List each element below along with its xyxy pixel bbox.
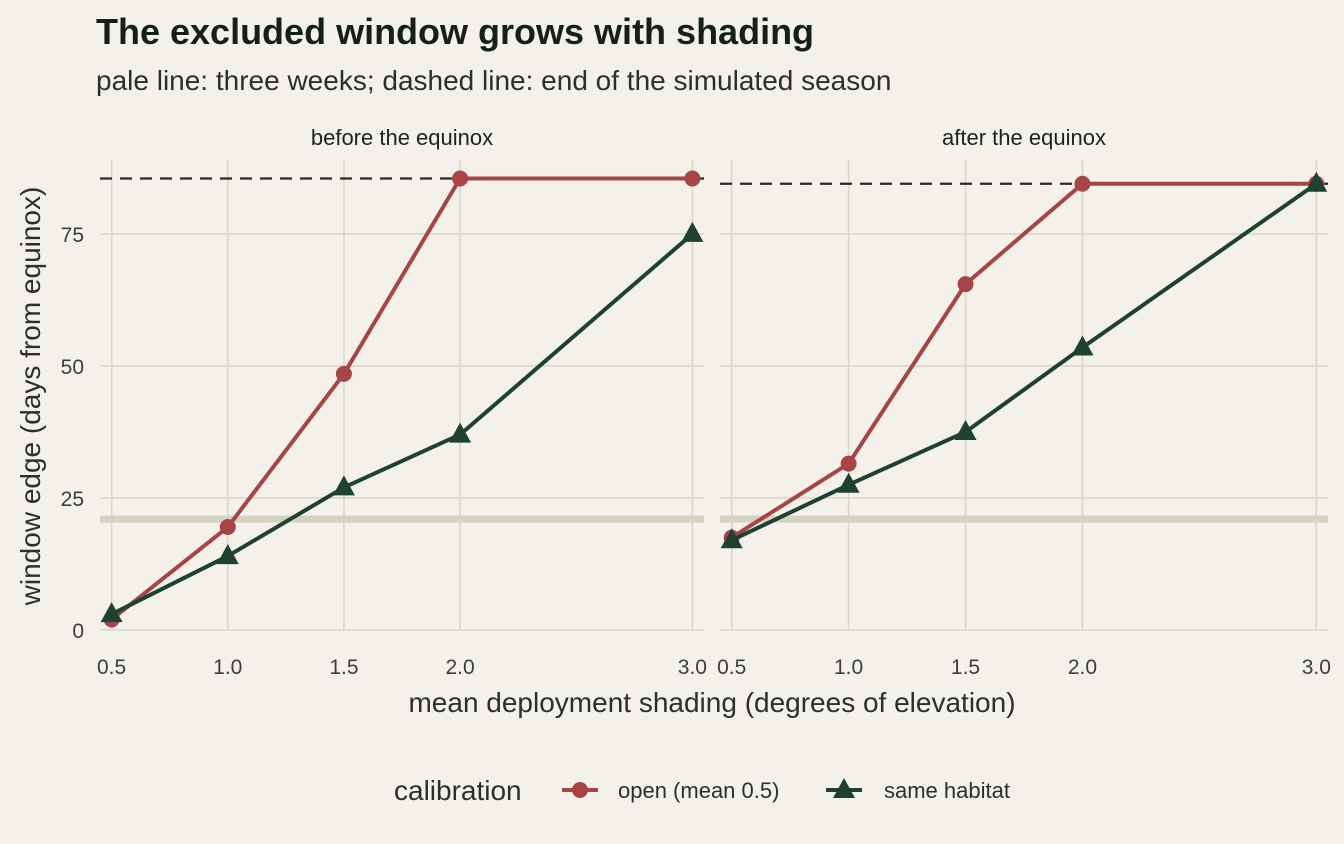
facet-panels: before the equinox 0.5 1.0 1.5 2.0 3.0 0 25 50 75…: [61, 125, 1331, 679]
x-tick-label: 0.5: [717, 656, 746, 679]
data-point-open: [957, 276, 974, 293]
legend-entry-open: open (mean 0.5): [562, 778, 779, 803]
panel-1: before the equinox 0.5 1.0 1.5 2.0 3.0 0 25 50 75: [61, 125, 707, 679]
data-point-same-habitat: [954, 419, 977, 440]
data-point-same-habitat: [1305, 171, 1328, 192]
legend-open-marker: [572, 782, 588, 798]
y-tick-label: 75: [61, 224, 84, 247]
data-point-open: [840, 455, 857, 472]
y-tick-label: 50: [61, 356, 84, 379]
x-tick-label: 3.0: [1302, 656, 1331, 679]
data-point-same-habitat: [332, 475, 355, 496]
data-point-open: [219, 519, 236, 536]
data-point-same-habitat: [216, 544, 239, 565]
legend: calibration open (mean 0.5) same habitat: [394, 775, 1010, 806]
data-point-open: [684, 170, 701, 187]
x-tick-label: 1.0: [213, 656, 242, 679]
legend-open-label: open (mean 0.5): [618, 778, 779, 803]
chart-title: The excluded window grows with shading: [96, 11, 814, 52]
legend-same-habitat-label: same habitat: [884, 778, 1010, 803]
x-tick-label: 2.0: [445, 656, 474, 679]
data-point-open: [452, 170, 469, 187]
series-line-open: [730, 181, 1317, 540]
y-tick-label: 25: [61, 488, 84, 511]
legend-same-habitat-marker: [833, 778, 855, 798]
panel-strip-label: after the equinox: [942, 125, 1106, 150]
x-tick-label: 2.0: [1068, 656, 1097, 679]
data-point-open: [1074, 175, 1091, 192]
legend-title: calibration: [394, 775, 522, 806]
panel-strip-label: before the equinox: [311, 125, 493, 150]
data-point-open: [335, 365, 352, 382]
data-point-same-habitat: [720, 528, 743, 549]
series-line-open: [110, 176, 693, 622]
y-tick-label: 0: [72, 620, 84, 643]
data-point-same-habitat: [1071, 335, 1094, 356]
series-line-same-habitat: [730, 182, 1318, 543]
x-tick-label: 1.5: [329, 656, 358, 679]
panel-2: after the equinox 0.5 1.0 1.5 2.0 3.0: [717, 125, 1331, 679]
data-point-same-habitat: [449, 422, 472, 443]
data-point-same-habitat: [837, 472, 860, 493]
data-point-same-habitat: [100, 602, 123, 623]
series-line-same-habitat: [110, 232, 694, 616]
x-tick-label: 1.0: [834, 656, 863, 679]
x-tick-label: 0.5: [97, 656, 126, 679]
x-tick-label: 3.0: [678, 656, 707, 679]
x-tick-label: 1.5: [951, 656, 980, 679]
chart-subtitle: pale line: three weeks; dashed line: end…: [96, 65, 891, 96]
legend-entry-same-habitat: same habitat: [826, 778, 1010, 803]
data-point-same-habitat: [681, 221, 704, 242]
y-axis-title: window edge (days from equinox): [15, 187, 46, 607]
x-axis-title: mean deployment shading (degrees of elev…: [408, 687, 1015, 718]
